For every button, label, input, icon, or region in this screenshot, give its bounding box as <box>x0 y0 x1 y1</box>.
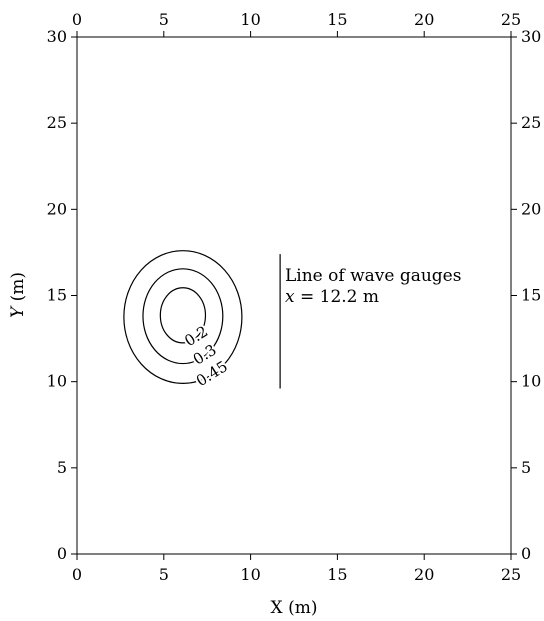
y-tick-label-left: 20 <box>47 199 67 218</box>
gauge-annotation-value: = 12.2 m <box>295 287 379 307</box>
top-axis-ticks: 0 5 10 15 20 25 <box>72 10 521 37</box>
contour-line-0.45 <box>123 250 243 384</box>
x-tick-label-bottom: 0 <box>72 565 82 584</box>
x-tick-label-top: 20 <box>414 10 434 29</box>
gauge-annotation-line1: Line of wave gauges <box>285 266 461 286</box>
gauge-annotation-var: x <box>285 287 295 307</box>
x-tick-label-bottom: 15 <box>327 565 347 584</box>
gauge-annotation-line2: x = 12.2 m <box>285 287 379 307</box>
y-tick-label-right: 10 <box>521 372 541 391</box>
x-tick-label-bottom: 10 <box>240 565 260 584</box>
x-tick-label-bottom: 5 <box>159 565 169 584</box>
right-axis-ticks: 0 5 10 15 20 25 30 <box>511 27 541 563</box>
x-tick-label-bottom: 25 <box>501 565 521 584</box>
bottom-axis-ticks: 0 5 10 15 20 25 <box>72 554 521 584</box>
y-tick-label-left: 5 <box>57 458 67 477</box>
y-tick-label-right: 25 <box>521 113 541 132</box>
y-tick-label-left: 30 <box>47 27 67 46</box>
contour-lines <box>123 250 243 384</box>
x-tick-label-top: 15 <box>327 10 347 29</box>
y-tick-label-right: 15 <box>521 286 541 305</box>
y-tick-label-left: 0 <box>57 544 67 563</box>
y-tick-label-left: 15 <box>47 286 67 305</box>
contour-labels: 0.20.30.45 <box>179 320 232 392</box>
y-tick-label-right: 0 <box>521 544 531 563</box>
y-tick-label-right: 5 <box>521 458 531 477</box>
y-tick-label-left: 25 <box>47 113 67 132</box>
y-axis-var: Y <box>8 305 28 318</box>
y-tick-label-left: 10 <box>47 372 67 391</box>
y-axis-unit: (m) <box>8 272 28 301</box>
x-tick-label-bottom: 20 <box>414 565 434 584</box>
x-axis-var: X <box>271 598 284 618</box>
x-tick-label-top: 0 <box>72 10 82 29</box>
contour-line-0.2 <box>159 287 207 344</box>
y-axis-label: Y (m) <box>8 272 28 318</box>
x-axis-unit: (m) <box>288 598 317 618</box>
x-tick-label-top: 10 <box>240 10 260 29</box>
left-axis-ticks: 0 5 10 15 20 25 30 <box>47 27 77 563</box>
y-tick-label-right: 20 <box>521 199 541 218</box>
y-tick-label-right: 30 <box>521 27 541 46</box>
x-axis-label: X (m) <box>271 598 318 618</box>
contour-line-0.3 <box>142 268 224 365</box>
x-tick-label-top: 25 <box>501 10 521 29</box>
x-tick-label-top: 5 <box>159 10 169 29</box>
